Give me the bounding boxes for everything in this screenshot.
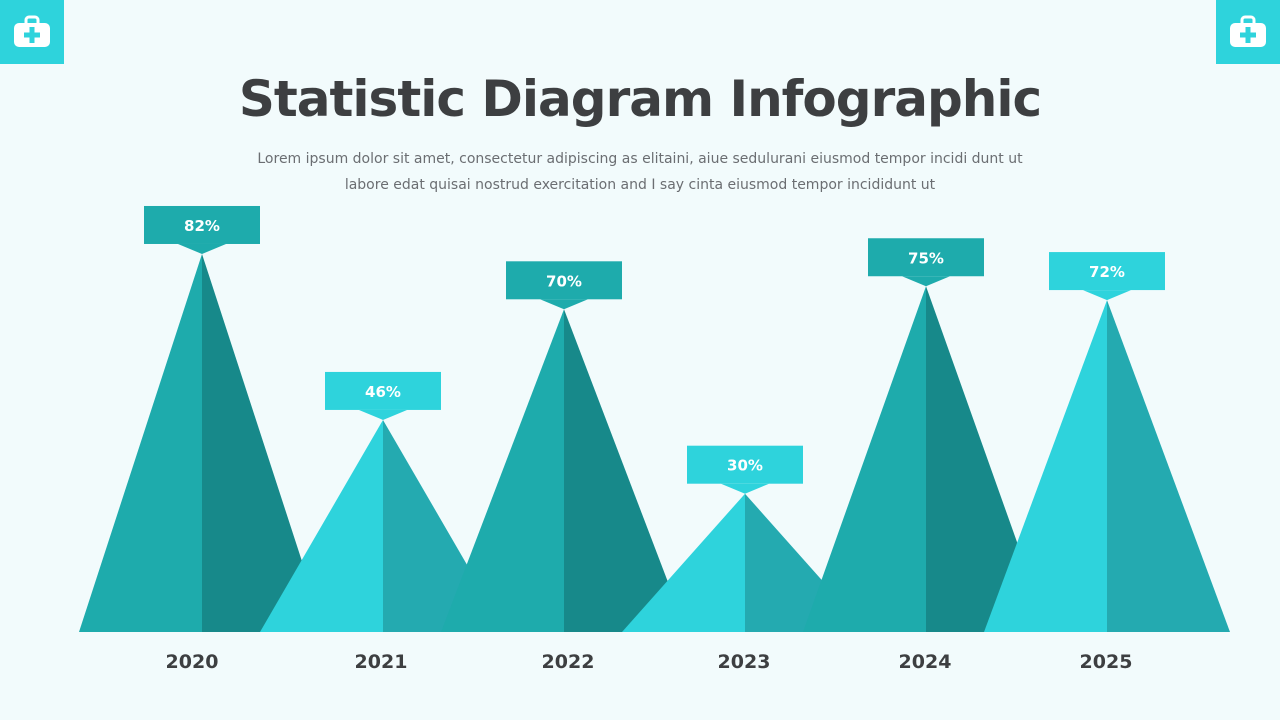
value-label-2025: 72% bbox=[1049, 252, 1165, 301]
first-aid-kit-icon bbox=[14, 15, 50, 47]
value-label-box bbox=[144, 205, 260, 244]
page-title: Statistic Diagram Infographic bbox=[238, 70, 1042, 128]
value-label-box bbox=[325, 371, 441, 410]
value-label-2023: 30% bbox=[687, 445, 803, 494]
peak-left-face bbox=[260, 419, 383, 632]
year-label-2024: 2024 bbox=[899, 651, 952, 673]
year-label-2021: 2021 bbox=[355, 651, 408, 673]
first-aid-kit-icon bbox=[1230, 15, 1266, 47]
value-label-pointer bbox=[359, 409, 407, 420]
peak-2020 bbox=[79, 253, 325, 633]
peaks-group bbox=[79, 253, 1230, 633]
peak-right-face bbox=[202, 253, 325, 633]
year-label-2023: 2023 bbox=[718, 651, 771, 673]
peak-left-face bbox=[803, 286, 926, 632]
value-label-pointer bbox=[540, 299, 588, 310]
value-label-2022: 70% bbox=[506, 261, 622, 310]
value-label-text: 70% bbox=[546, 272, 582, 290]
subtitle-line-1: Lorem ipsum dolor sit amet, consectetur … bbox=[257, 151, 1023, 167]
corner-badge-left bbox=[0, 0, 64, 64]
value-label-text: 75% bbox=[908, 249, 944, 267]
labels-group: 82% 2020 46% 2021 70% 2022 30% 2023 75% 2024 72% 20… bbox=[144, 205, 1165, 673]
value-label-box bbox=[506, 261, 622, 300]
value-label-pointer bbox=[178, 243, 226, 254]
value-label-pointer bbox=[902, 276, 950, 287]
value-label-text: 30% bbox=[727, 457, 763, 475]
peak-2022 bbox=[441, 309, 687, 632]
peak-left-face bbox=[441, 309, 564, 632]
value-label-pointer bbox=[721, 483, 769, 494]
value-label-text: 72% bbox=[1089, 263, 1125, 281]
page-subtitle: Lorem ipsum dolor sit amet, consectetur … bbox=[240, 146, 1040, 198]
peak-left-face bbox=[622, 493, 745, 632]
value-label-box bbox=[687, 445, 803, 484]
value-label-2020: 82% bbox=[144, 205, 260, 254]
value-label-pointer bbox=[1083, 290, 1131, 301]
peak-2025 bbox=[984, 300, 1230, 632]
peak-2023 bbox=[622, 493, 868, 632]
value-label-box bbox=[1049, 252, 1165, 291]
year-label-2022: 2022 bbox=[542, 651, 595, 673]
value-label-2021: 46% bbox=[325, 371, 441, 420]
corner-badge-right bbox=[1216, 0, 1280, 64]
value-label-text: 46% bbox=[365, 383, 401, 401]
subtitle-line-2: labore edat quisai nostrud exercitation … bbox=[344, 177, 936, 193]
year-label-2025: 2025 bbox=[1080, 651, 1133, 673]
peak-right-face bbox=[745, 493, 868, 632]
value-label-text: 82% bbox=[184, 217, 220, 235]
peak-2021 bbox=[260, 419, 506, 632]
value-label-box bbox=[868, 238, 984, 277]
peak-right-face bbox=[564, 309, 687, 632]
peak-left-face bbox=[79, 253, 202, 633]
value-label-2024: 75% bbox=[868, 238, 984, 287]
year-label-2020: 2020 bbox=[166, 651, 219, 673]
peak-right-face bbox=[1107, 300, 1230, 632]
peak-left-face bbox=[984, 300, 1107, 632]
peak-right-face bbox=[383, 419, 506, 632]
